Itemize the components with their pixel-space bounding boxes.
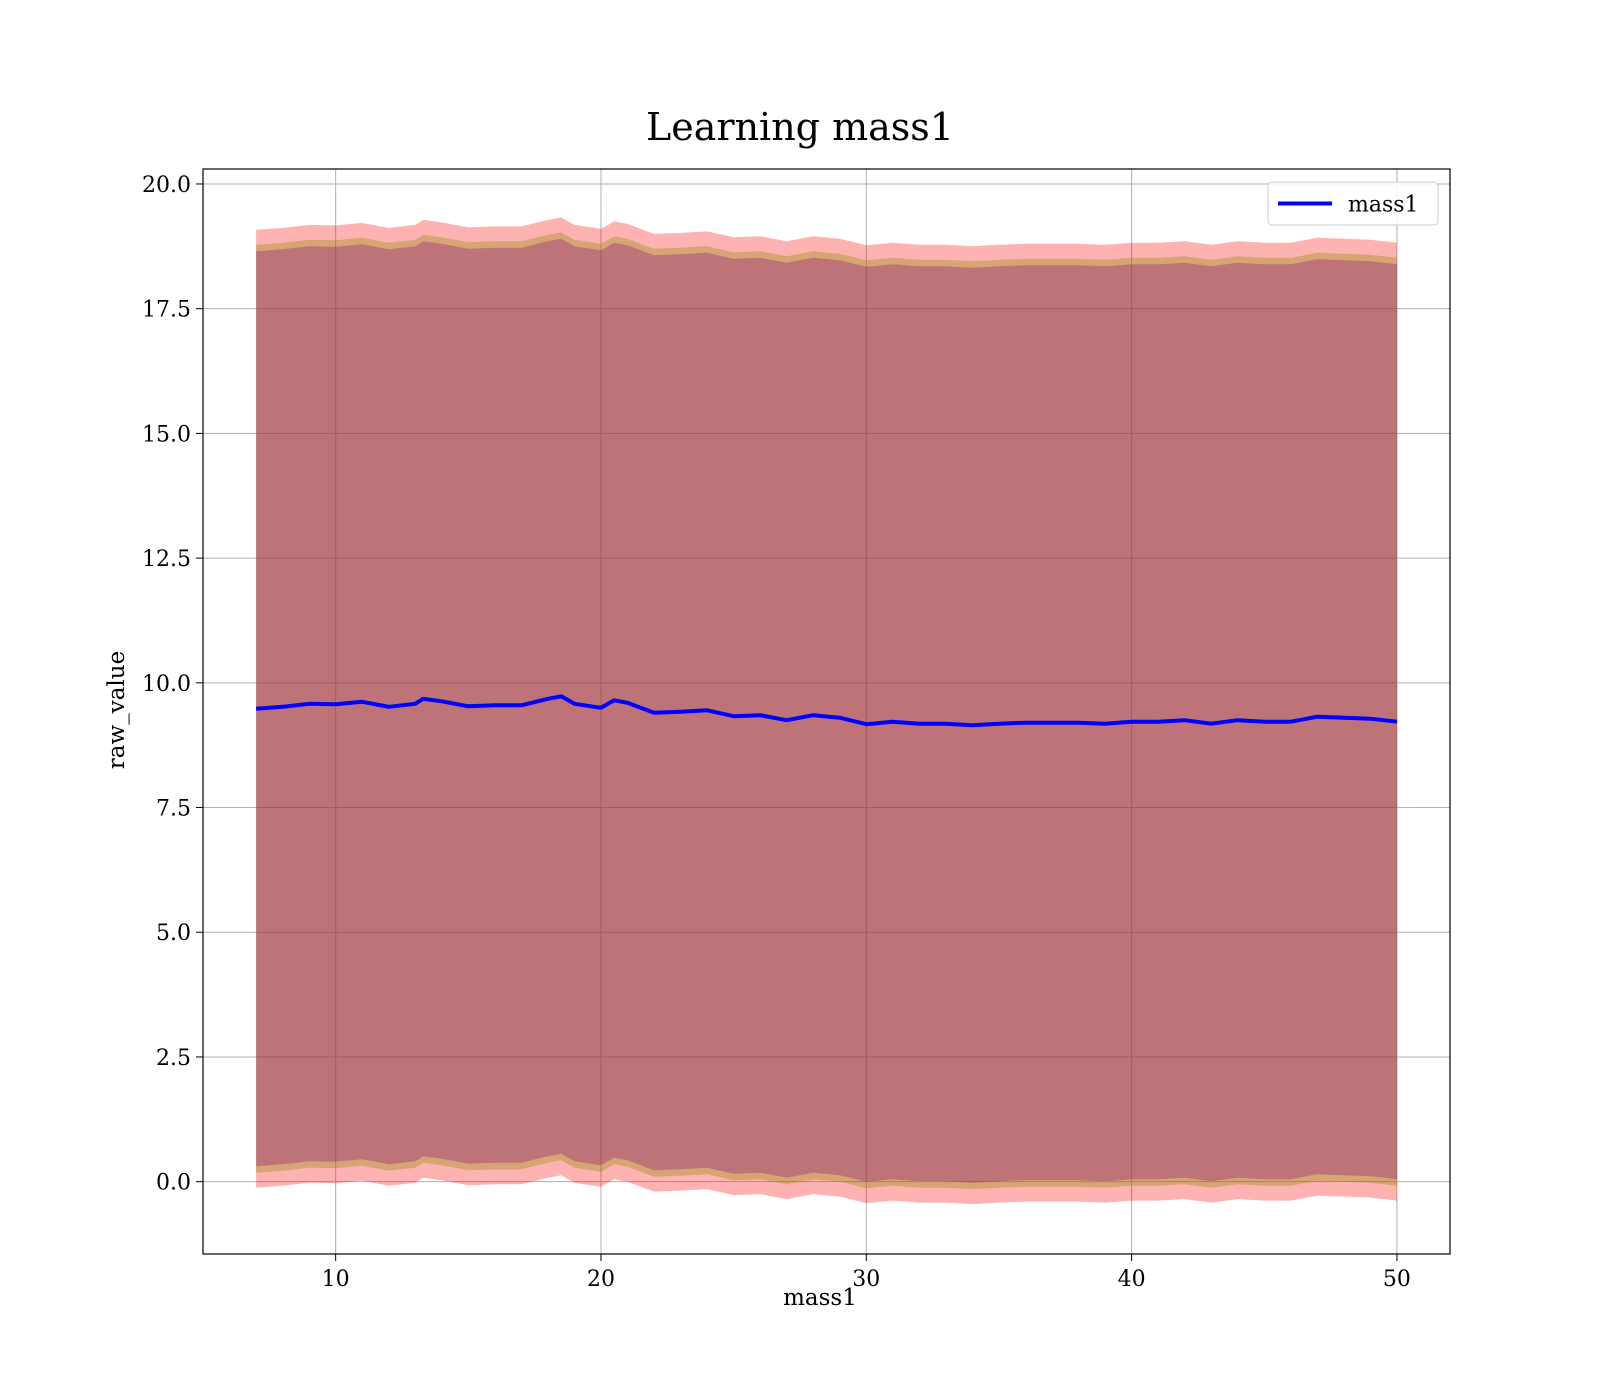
x-axis-label: mass1 bbox=[783, 1285, 857, 1311]
y-axis-label: raw_value bbox=[104, 651, 130, 769]
x-axis-ticks: 10 20 30 40 50 bbox=[322, 1254, 1411, 1292]
y-tick-label: 5.0 bbox=[156, 921, 191, 946]
legend[interactable]: mass1 bbox=[1267, 181, 1439, 226]
y-tick-label: 15.0 bbox=[142, 422, 191, 447]
series-lines bbox=[255, 694, 1398, 728]
confidence-band-1 bbox=[256, 232, 1397, 1190]
y-tick-label: 20.0 bbox=[142, 173, 191, 198]
x-tick-label: 30 bbox=[852, 1267, 880, 1292]
x-tick-label: 50 bbox=[1383, 1267, 1411, 1292]
confidence-band-2 bbox=[256, 238, 1397, 1183]
y-axis-ticks: 0.0 2.5 5.0 7.5 10.0 12.5 15.0 17.5 20.0 bbox=[142, 173, 203, 1196]
chart-title: Learning mass1 bbox=[646, 105, 954, 149]
x-tick-label: 40 bbox=[1118, 1267, 1146, 1292]
y-tick-label: 0.0 bbox=[156, 1171, 191, 1196]
confidence-band-0 bbox=[256, 217, 1397, 1205]
grid bbox=[203, 169, 1450, 1254]
plot-frame bbox=[202, 168, 1451, 1255]
y-tick-label: 2.5 bbox=[156, 1046, 191, 1071]
x-tick-label: 10 bbox=[322, 1267, 350, 1292]
y-tick-label: 10.0 bbox=[142, 672, 191, 697]
legend-label-mass1: mass1 bbox=[1348, 193, 1419, 218]
x-tick-label: 20 bbox=[587, 1267, 615, 1292]
y-tick-label: 17.5 bbox=[142, 298, 191, 323]
y-tick-label: 12.5 bbox=[142, 547, 191, 572]
y-tick-label: 7.5 bbox=[156, 797, 191, 822]
series-line-mass1 bbox=[255, 694, 1398, 728]
legend-box bbox=[1267, 181, 1439, 226]
confidence-bands bbox=[256, 217, 1397, 1205]
